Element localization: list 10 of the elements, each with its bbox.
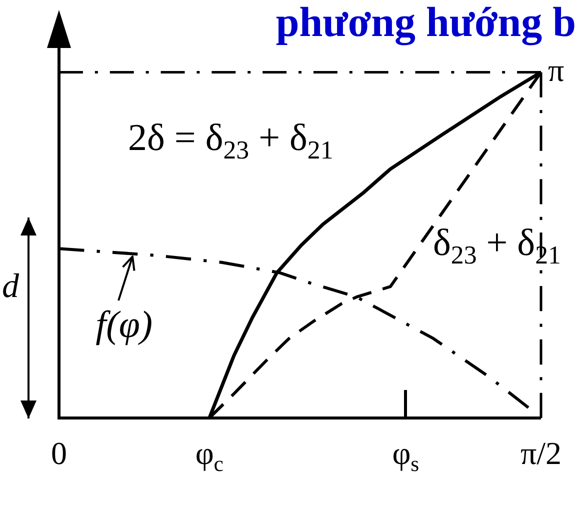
x-tick-label: π/2 <box>520 435 562 471</box>
x-tick-label: φ$_{c}$ <box>195 435 224 476</box>
x-tick-label: 0 <box>51 435 67 471</box>
chart-title: phương hướng b <box>276 0 576 46</box>
ref-line-label: π <box>548 52 564 88</box>
x-tick-label: φ$_{s}$ <box>392 435 420 476</box>
text: d <box>2 268 19 305</box>
annotation: f(φ) <box>96 304 153 346</box>
series-label: δ$_{23}$ + δ$_{21}$ <box>433 222 561 270</box>
series-label: 2δ = δ$_{23}$ + δ$_{21}$ <box>128 117 334 164</box>
